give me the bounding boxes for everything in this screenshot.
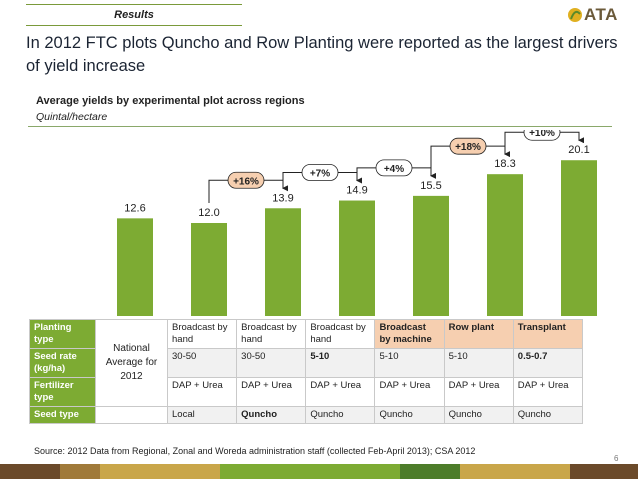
table-cell: DAP + Urea [374,377,445,407]
table-cell: Quncho [443,406,514,424]
bar-value-label-2: 13.9 [272,192,293,204]
yield-bar-chart: 12.6 12.0 13.9 14.9 15.5 18.3 20.1 +16% +7% +4% +1… [117,130,597,316]
table-row: Seed rate (kg/ha) 30-50 30-50 5-10 5-10 5-10 0… [29,348,584,378]
table-cell: 5-10 [305,348,376,378]
table-cell: DAP + Urea [236,377,307,407]
table-cell: Broadcast by hand [305,319,376,349]
subtitle-rule [28,126,612,127]
table-cell: Quncho [374,406,445,424]
bar-1 [191,223,227,316]
change-label-1: +7% [310,169,330,180]
footer-segment [100,464,220,479]
table-cell: 0.5-0.7 [512,348,584,378]
table-cell: Broadcast by machine [374,319,445,349]
footer-segment [460,464,570,479]
footer-segment [220,464,400,479]
table-cell: 5-10 [374,348,445,378]
table-cell: Broadcast by hand [236,319,307,349]
footer-segment [570,464,638,479]
table-cell: DAP + Urea [512,377,584,407]
bar-4 [413,195,449,316]
headline: In 2012 FTC plots Quncho and Row Plantin… [26,34,618,75]
bar-value-label-5: 18.3 [494,158,515,170]
table-cell: Transplant [512,319,584,349]
bar-value-label-0: 12.6 [124,202,145,214]
table-cell: Row plant [443,319,514,349]
change-badge-2 [375,159,413,177]
table-cell: Quncho [236,406,307,424]
page-number: 6 [614,454,619,463]
row-label: Seed type [29,406,96,424]
footer-segment [400,464,460,479]
table-cell: DAP + Urea [305,377,376,407]
bar-value-label-6: 20.1 [568,144,589,156]
plot-attributes-table: Planting type National Average for 2012 Br… [29,319,584,424]
section-label: Results [26,4,242,26]
bar-value-label-4: 15.5 [420,180,441,192]
change-label-4: +10% [529,130,555,139]
change-label-3: +18% [455,142,481,153]
table-cell: 30-50 [166,348,238,378]
national-average-cell: National Average for 2012 [95,319,168,407]
blank-cell [95,406,168,424]
table-cell: 30-50 [236,348,307,378]
bar-value-label-3: 14.9 [346,185,367,197]
table-row: Planting type National Average for 2012 Br… [29,319,584,407]
change-badge-1 [301,164,339,181]
table-cell: Local [166,406,238,424]
row-label: Planting type [29,319,96,349]
table-cell: 5-10 [443,348,514,378]
footer-segment [0,464,60,479]
bar-0 [117,218,153,316]
chart-subtitle: Quintal/hectare [36,111,108,123]
bar-5 [487,174,523,316]
change-label-0: +16% [233,176,259,187]
ata-logo-icon [568,8,582,22]
change-badge-3 [449,137,487,155]
table-cell: Broadcast by hand [166,319,238,349]
bar-6 [561,160,597,316]
table-cell: DAP + Urea [166,377,238,407]
change-badge-0 [227,171,265,189]
source-note: Source: 2012 Data from Regional, Zonal a… [34,446,476,456]
footer-segment [60,464,100,479]
row-label: Fertilizer type [29,377,96,407]
bar-2 [265,208,301,316]
chart-title: Average yields by experimental plot acro… [36,95,305,107]
change-label-2: +4% [384,164,404,175]
table-row: Seed type Local Quncho Quncho Quncho Quncho Qu… [29,406,584,424]
footer-color-bar [0,464,638,479]
bar-3 [339,200,375,316]
table-row: Fertilizer type DAP + Urea DAP + Urea DAP +… [29,377,584,407]
change-badge-4 [523,130,561,141]
bar-value-label-1: 12.0 [198,207,219,219]
table-cell: DAP + Urea [443,377,514,407]
row-label: Seed rate (kg/ha) [29,348,96,378]
table-cell: Quncho [512,406,584,424]
table-cell: Quncho [305,406,376,424]
logo-text: ATA [584,5,618,24]
